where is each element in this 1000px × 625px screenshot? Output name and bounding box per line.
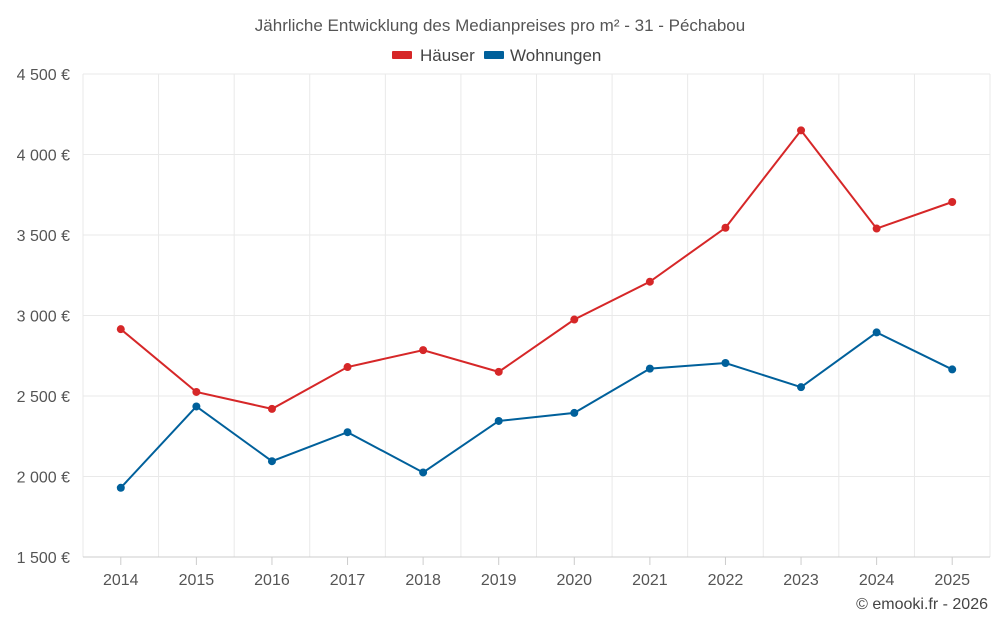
data-point[interactable] [267,404,276,413]
series-wohnungen [116,328,957,492]
data-point[interactable] [797,383,806,392]
data-point[interactable] [192,387,201,396]
legend: Häuser Wohnungen [392,46,601,65]
x-tick-label: 2022 [708,572,744,589]
x-tick-label: 2021 [632,572,668,589]
axes: 1 500 € 2 000 € 2 500 € 3 000 € 3 500 € 4 000… [17,67,990,589]
data-point[interactable] [343,363,352,372]
data-point[interactable] [948,197,957,206]
series-line [120,128,953,410]
x-tick-label: 2017 [330,572,366,589]
data-point[interactable] [721,358,730,367]
x-tick-label: 2023 [783,572,819,589]
data-point[interactable] [419,346,428,355]
series-line [120,331,953,489]
legend-swatch [392,51,412,59]
x-tick-label: 2014 [103,572,139,589]
legend-label: Häuser [420,46,475,65]
x-tick-label: 2025 [934,572,970,589]
data-point[interactable] [872,328,881,337]
x-tick-label: 2019 [481,572,517,589]
series-layer [116,126,957,492]
legend-swatch [484,51,504,59]
data-point[interactable] [494,416,503,425]
y-tick-label: 3 000 € [17,309,70,326]
data-point[interactable] [570,315,579,324]
legend-item[interactable]: Häuser [392,46,475,65]
y-tick-label: 3 500 € [17,228,70,245]
data-point[interactable] [267,457,276,466]
data-point[interactable] [570,408,579,417]
x-tick-label: 2024 [859,572,895,589]
x-tick-label: 2020 [556,572,592,589]
data-point[interactable] [192,402,201,411]
x-tick-label: 2016 [254,572,290,589]
y-tick-label: 2 500 € [17,389,70,406]
chart-title: Jährliche Entwicklung des Medianpreises … [255,16,745,35]
y-tick-label: 2 000 € [17,470,70,487]
data-point[interactable] [494,367,503,376]
data-point[interactable] [116,483,125,492]
data-point[interactable] [343,428,352,437]
data-point[interactable] [872,224,881,233]
grid [82,73,991,558]
legend-item[interactable]: Wohnungen [484,46,601,65]
data-point[interactable] [797,126,806,135]
legend-label: Wohnungen [510,46,601,65]
credit-text: © emooki.fr - 2026 [856,596,988,613]
data-point[interactable] [419,468,428,477]
y-tick-label: 4 000 € [17,148,70,165]
x-tick-label: 2018 [405,572,441,589]
data-point[interactable] [948,365,957,374]
data-point[interactable] [645,364,654,373]
series-haeuser [116,126,957,413]
data-point[interactable] [116,325,125,334]
data-point[interactable] [645,277,654,286]
data-point[interactable] [721,223,730,232]
y-tick-label: 1 500 € [17,550,70,567]
x-tick-label: 2015 [179,572,215,589]
y-tick-label: 4 500 € [17,67,70,84]
